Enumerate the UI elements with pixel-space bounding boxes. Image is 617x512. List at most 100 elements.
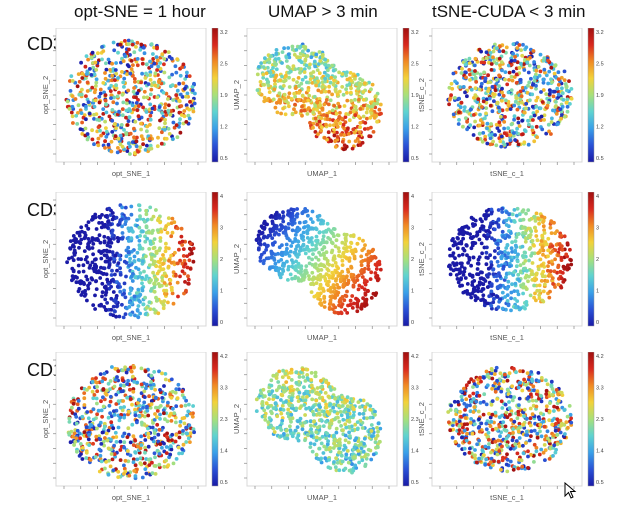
data-point — [103, 298, 107, 302]
data-point — [339, 133, 343, 137]
data-point — [150, 461, 154, 465]
data-point — [505, 287, 509, 291]
data-point — [87, 100, 91, 104]
data-point — [498, 109, 502, 113]
data-point — [485, 273, 489, 277]
data-point — [363, 287, 367, 291]
data-point — [489, 304, 493, 308]
data-point — [533, 114, 537, 118]
data-point — [505, 223, 509, 227]
data-point — [485, 56, 489, 60]
data-point — [525, 287, 529, 291]
data-point — [531, 118, 535, 122]
data-point — [301, 375, 305, 379]
data-point — [499, 115, 503, 119]
data-point — [553, 269, 557, 273]
data-point — [342, 283, 346, 287]
data-point — [334, 145, 338, 149]
data-point — [351, 249, 355, 253]
data-point — [337, 234, 341, 238]
data-point — [144, 312, 148, 316]
data-point — [314, 239, 318, 243]
data-point — [318, 231, 322, 235]
data-point — [378, 112, 382, 116]
data-point — [112, 305, 116, 309]
data-point — [489, 51, 493, 55]
data-point — [527, 71, 531, 75]
data-point — [551, 249, 555, 253]
data-point — [338, 105, 342, 109]
data-point — [512, 104, 516, 108]
data-point — [133, 260, 137, 264]
data-point — [485, 127, 489, 131]
data-point — [322, 103, 326, 107]
data-point — [116, 470, 120, 474]
data-point — [307, 256, 311, 260]
data-point — [529, 77, 533, 81]
data-point — [153, 260, 157, 264]
data-point — [486, 73, 490, 77]
data-point — [544, 92, 548, 96]
data-point — [472, 279, 476, 283]
data-point — [346, 282, 350, 286]
data-point — [301, 94, 305, 98]
data-point — [150, 386, 154, 390]
data-point — [295, 207, 299, 211]
data-point — [179, 420, 183, 424]
data-point — [351, 147, 355, 151]
data-point — [131, 63, 135, 67]
data-point — [548, 88, 552, 92]
data-point — [457, 254, 461, 258]
data-point — [136, 251, 140, 255]
data-point — [259, 80, 263, 84]
data-point — [165, 445, 169, 449]
data-point — [105, 249, 109, 253]
data-point — [333, 311, 337, 315]
data-point — [372, 130, 376, 134]
data-point — [360, 263, 364, 267]
data-point — [542, 81, 546, 85]
data-point — [345, 233, 349, 237]
data-point — [491, 55, 495, 59]
data-point — [193, 92, 197, 96]
data-point — [148, 263, 152, 267]
data-point — [473, 120, 477, 124]
data-point — [186, 410, 190, 414]
data-point — [518, 124, 522, 128]
data-point — [113, 367, 117, 371]
data-point — [133, 255, 137, 259]
data-point — [170, 433, 174, 437]
data-point — [316, 132, 320, 136]
data-point — [536, 251, 540, 255]
data-point — [149, 78, 153, 82]
data-point — [108, 115, 112, 119]
data-point — [302, 226, 306, 230]
data-point — [162, 384, 166, 388]
data-point — [519, 263, 523, 267]
colorbar-tick-label: 0.5 — [220, 480, 228, 486]
data-point — [313, 95, 317, 99]
data-point — [98, 438, 102, 442]
data-point — [510, 75, 514, 79]
data-point — [477, 272, 481, 276]
data-point — [188, 440, 192, 444]
data-point — [464, 76, 468, 80]
x-axis-label: opt_SNE_1 — [112, 333, 150, 342]
data-point — [525, 303, 529, 307]
data-point — [259, 259, 263, 263]
data-point — [493, 228, 497, 232]
data-point — [104, 99, 108, 103]
data-point — [302, 278, 306, 282]
data-point — [160, 142, 164, 146]
data-point — [492, 267, 496, 271]
data-point — [274, 216, 278, 220]
data-point — [135, 140, 139, 144]
data-point — [104, 77, 108, 81]
data-point — [189, 242, 193, 246]
data-point — [466, 261, 470, 265]
data-point — [297, 76, 301, 80]
data-point — [103, 467, 107, 471]
data-point — [167, 265, 171, 269]
data-point — [292, 64, 296, 68]
